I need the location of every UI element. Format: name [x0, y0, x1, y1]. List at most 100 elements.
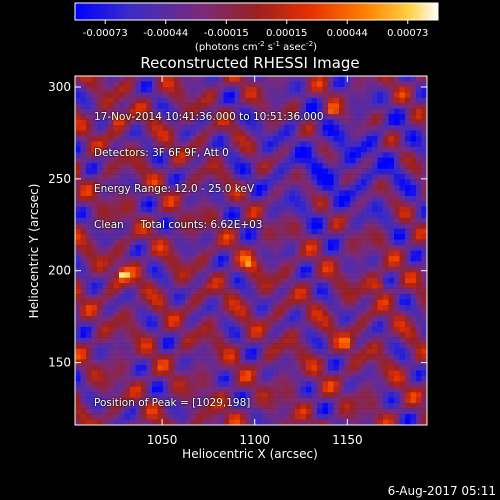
heatmap-cell [196, 266, 202, 273]
heatmap-cell [267, 130, 274, 137]
heatmap-cell [174, 245, 180, 251]
heatmap-cell [157, 239, 164, 246]
heatmap-cell [212, 414, 219, 420]
heatmap-cell [124, 310, 131, 317]
heatmap-cell [212, 255, 219, 262]
heatmap-cell [141, 92, 147, 98]
heatmap-cell [97, 294, 103, 300]
heatmap-cell [201, 97, 208, 104]
heatmap-cell [174, 86, 180, 93]
heatmap-cell [108, 234, 114, 240]
heatmap-cell [102, 255, 109, 262]
heatmap-cell [300, 152, 307, 158]
heatmap-cell [179, 261, 186, 268]
heatmap-cell [168, 114, 175, 120]
heatmap-cell [410, 174, 417, 180]
heatmap-cell [278, 386, 285, 393]
heatmap-cell [339, 163, 345, 169]
heatmap-cell [174, 168, 180, 175]
heatmap-cell [102, 397, 109, 404]
heatmap-cell [196, 81, 202, 88]
heatmap-cell [141, 163, 147, 169]
info-clean-counts: Clean Total counts: 6.62E+03 [94, 219, 263, 231]
heatmap-cell [234, 414, 241, 420]
heatmap-cell [421, 354, 427, 360]
heatmap-cell [344, 250, 351, 257]
heatmap-cell [284, 217, 290, 224]
heatmap-cell [361, 337, 367, 344]
heatmap-cell [289, 234, 296, 240]
heatmap-cell [234, 370, 241, 377]
heatmap-cell [119, 397, 125, 404]
heatmap-cell [196, 97, 202, 104]
heatmap-cell [207, 392, 213, 398]
heatmap-cell [185, 365, 191, 371]
heatmap-cell [394, 381, 400, 388]
heatmap-cell [157, 108, 164, 115]
heatmap-cell [388, 354, 395, 360]
heatmap-cell [377, 168, 384, 175]
heatmap-cell [377, 272, 384, 278]
heatmap-cell [289, 146, 296, 153]
heatmap-cell [366, 86, 373, 93]
heatmap-cell [300, 354, 307, 360]
heatmap-cell [102, 163, 109, 169]
heatmap-cell [333, 201, 340, 208]
heatmap-cell [229, 365, 235, 371]
heatmap-cell [394, 288, 400, 295]
heatmap-cell [372, 315, 378, 322]
heatmap-cell [196, 408, 202, 415]
heatmap-cell [289, 239, 296, 246]
heatmap-cell [91, 343, 98, 349]
heatmap-cell [218, 272, 224, 278]
heatmap-cell [135, 255, 142, 262]
heatmap-cell [399, 414, 406, 420]
heatmap-cell [218, 119, 224, 126]
heatmap-cell [256, 370, 263, 377]
heatmap-cell [130, 185, 136, 191]
heatmap-cell [108, 343, 114, 349]
heatmap-cell [75, 326, 81, 333]
heatmap-cell [251, 103, 257, 109]
colorbar-tick-label: -0.00015 [204, 28, 249, 39]
heatmap-cell [229, 179, 235, 186]
heatmap-cell [234, 125, 241, 131]
heatmap-cell [234, 76, 241, 82]
heatmap-cell [256, 81, 263, 88]
heatmap-cell [130, 332, 136, 338]
heatmap-cell [168, 130, 175, 137]
heatmap-cell [152, 381, 158, 388]
heatmap-cell [102, 272, 109, 278]
heatmap-cell [179, 294, 186, 300]
heatmap-cell [383, 86, 389, 93]
heatmap-cell [234, 234, 241, 240]
heatmap-cell [113, 86, 120, 93]
heatmap-cell [91, 332, 98, 338]
heatmap-cell [190, 397, 197, 404]
heatmap-cell [284, 223, 290, 229]
heatmap-cell [146, 272, 153, 278]
heatmap-cell [185, 283, 191, 289]
heatmap-cell [273, 146, 279, 153]
heatmap-cell [322, 403, 329, 409]
heatmap-cell [416, 277, 422, 284]
heatmap-cell [405, 315, 411, 322]
x-axis: 1050 1100 1150 [147, 76, 363, 447]
heatmap-cell [339, 228, 345, 235]
heatmap-cell [223, 288, 230, 295]
heatmap-cell [328, 299, 334, 306]
heatmap-cell [163, 305, 169, 311]
heatmap-cell [157, 255, 164, 262]
heatmap-cell [97, 381, 103, 388]
heatmap-cell [366, 272, 373, 278]
heatmap-cell [273, 201, 279, 208]
heatmap-cell [251, 365, 257, 371]
heatmap-cell [311, 250, 318, 257]
heatmap-cell [91, 239, 98, 246]
heatmap-cell [152, 408, 158, 415]
footer-timestamp: 6-Aug-2017 05:11 [388, 484, 496, 498]
heatmap-cell [355, 135, 362, 142]
heatmap-cell [179, 103, 186, 109]
heatmap-cell [328, 305, 334, 311]
heatmap-cell [130, 125, 136, 131]
